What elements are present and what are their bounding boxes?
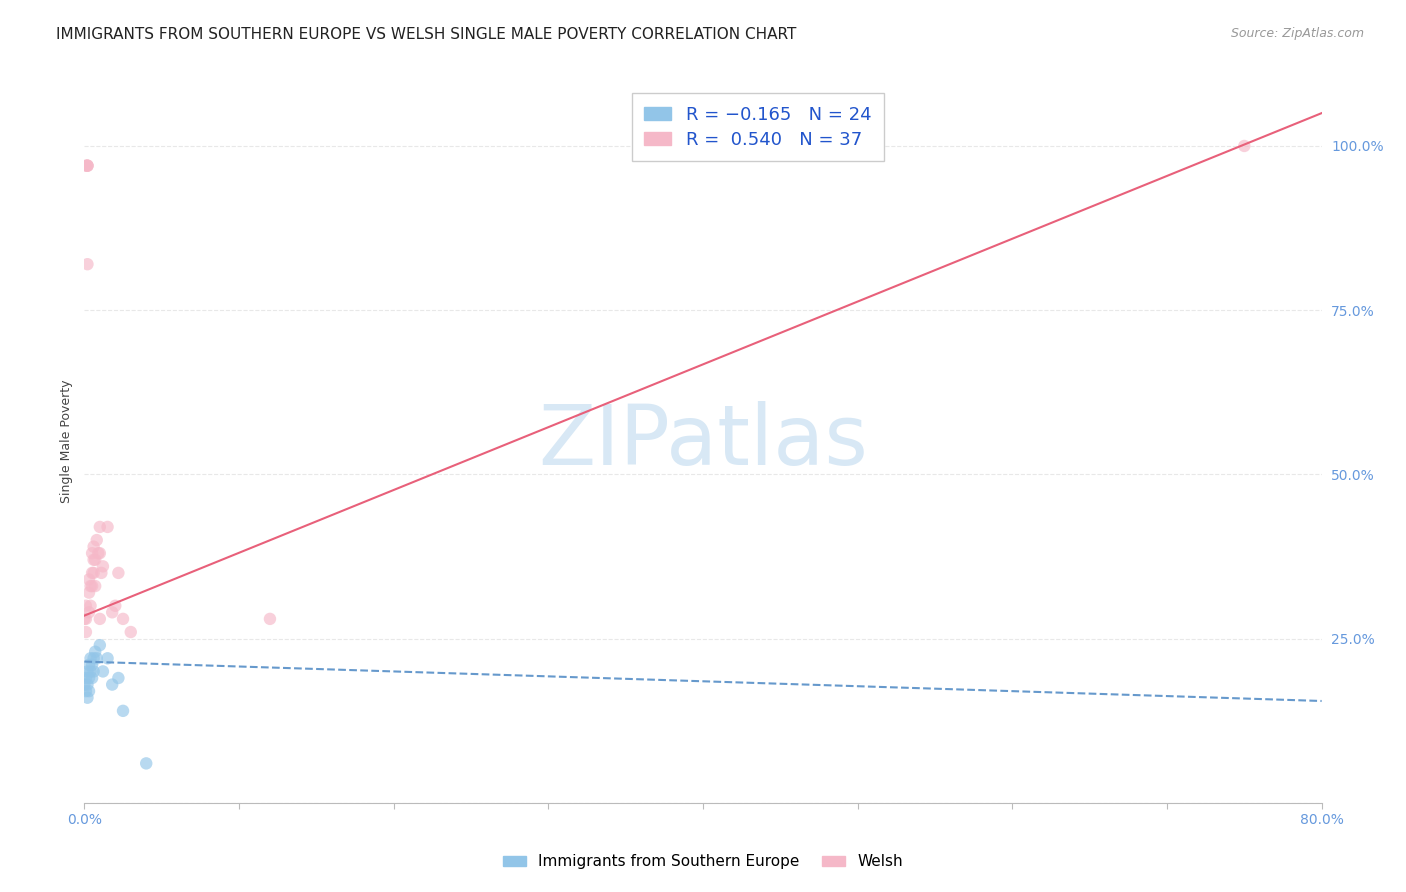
Point <box>83 553 105 567</box>
Y-axis label: Single Male Poverty: Single Male Poverty <box>60 380 73 503</box>
Point <box>96 651 118 665</box>
Text: Source: ZipAtlas.com: Source: ZipAtlas.com <box>1230 27 1364 40</box>
Point <box>112 704 135 718</box>
Point <box>135 756 157 771</box>
Point <box>104 599 127 613</box>
Point <box>75 159 97 173</box>
Point <box>75 599 97 613</box>
Point <box>91 665 114 679</box>
Point <box>73 612 96 626</box>
Point <box>73 677 96 691</box>
Point <box>107 671 129 685</box>
Point <box>77 671 100 685</box>
Point <box>101 677 124 691</box>
Point <box>86 651 108 665</box>
Point <box>1233 139 1256 153</box>
Text: ZIPatlas: ZIPatlas <box>538 401 868 482</box>
Point <box>79 579 101 593</box>
Point <box>83 540 105 554</box>
Point <box>96 520 118 534</box>
Point <box>259 612 281 626</box>
Point <box>77 657 100 672</box>
Point <box>82 579 104 593</box>
Point <box>77 585 100 599</box>
Point <box>90 566 112 580</box>
Point <box>87 546 110 560</box>
Point <box>76 159 98 173</box>
Point <box>76 159 98 173</box>
Point <box>84 579 107 593</box>
Point <box>75 612 97 626</box>
Point <box>77 605 100 619</box>
Point <box>76 257 98 271</box>
Point <box>76 677 98 691</box>
Point <box>82 566 104 580</box>
Point <box>112 612 135 626</box>
Point <box>83 651 105 665</box>
Point <box>84 553 107 567</box>
Legend: Immigrants from Southern Europe, Welsh: Immigrants from Southern Europe, Welsh <box>496 848 910 875</box>
Point <box>120 625 142 640</box>
Point <box>76 159 98 173</box>
Point <box>91 559 114 574</box>
Text: IMMIGRANTS FROM SOUTHERN EUROPE VS WELSH SINGLE MALE POVERTY CORRELATION CHART: IMMIGRANTS FROM SOUTHERN EUROPE VS WELSH… <box>56 27 797 42</box>
Legend: R = −0.165   N = 24, R =  0.540   N = 37: R = −0.165 N = 24, R = 0.540 N = 37 <box>631 93 884 161</box>
Point <box>75 671 97 685</box>
Point <box>77 573 100 587</box>
Point <box>107 566 129 580</box>
Point <box>86 533 108 547</box>
Point <box>82 657 104 672</box>
Point <box>79 599 101 613</box>
Point <box>79 665 101 679</box>
Point <box>75 684 97 698</box>
Point <box>89 638 111 652</box>
Point <box>79 651 101 665</box>
Point <box>82 546 104 560</box>
Point <box>84 645 107 659</box>
Point <box>101 605 124 619</box>
Point <box>76 665 98 679</box>
Point <box>89 612 111 626</box>
Point <box>83 665 105 679</box>
Point <box>89 546 111 560</box>
Point <box>82 671 104 685</box>
Point <box>75 625 97 640</box>
Point <box>77 684 100 698</box>
Point <box>83 566 105 580</box>
Point <box>76 690 98 705</box>
Point <box>89 520 111 534</box>
